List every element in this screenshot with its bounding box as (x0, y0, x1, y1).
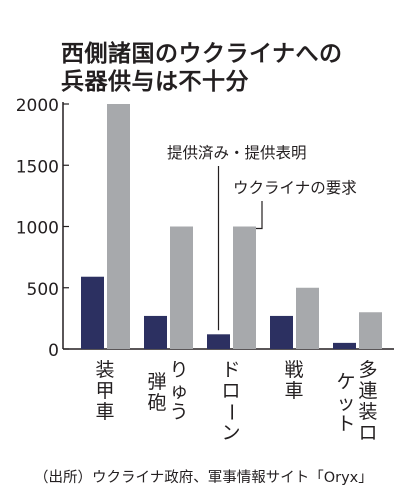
x-tick-label: ト (336, 413, 355, 435)
y-tick-label: 2000 (16, 96, 59, 116)
chart-title-line-1: 西側諸国のウクライナへの (61, 41, 343, 67)
x-tick-label: ロ (358, 422, 377, 444)
y-tick-label: 0 (48, 341, 59, 361)
x-tick-label: 弾 (147, 371, 166, 393)
y-tick-label: 1500 (16, 157, 59, 177)
x-tick-label: ッ (336, 392, 355, 414)
x-tick-label: 砲 (147, 392, 166, 414)
bar-provided (144, 315, 167, 349)
bar-requested (296, 287, 319, 349)
bar-requested (359, 312, 382, 349)
y-tick-label: 500 (27, 280, 59, 300)
chart-title-line-2: 兵器供与は不十分 (61, 69, 249, 95)
x-tick-label: う (169, 401, 188, 423)
annotation-requested-leader (256, 201, 263, 230)
bar-provided (207, 334, 230, 349)
bar-requested (107, 104, 130, 349)
x-tick-label: ン (221, 422, 240, 444)
x-tick-label: 甲 (95, 380, 114, 402)
x-tick-label: ー (220, 402, 242, 421)
source-note: （出所）ウクライナ政府、軍事情報サイト「Oryx」 (34, 470, 373, 486)
x-tick-label: 車 (284, 380, 303, 402)
bar-requested (233, 226, 256, 349)
x-tick-label: 連 (358, 380, 377, 402)
annotation-provided: 提供済み・提供表明 (167, 144, 307, 162)
x-tick-label: 多 (358, 359, 377, 381)
x-tick-label: ド (221, 359, 240, 381)
bar-requested (170, 226, 193, 349)
x-tick-label: 装 (95, 359, 114, 381)
x-tick-label: ロ (221, 380, 240, 402)
x-tick-label: ケ (336, 371, 355, 393)
x-tick-label: 戦 (284, 359, 303, 381)
y-tick-label: 1000 (16, 219, 59, 239)
x-tick-label: り (169, 359, 188, 381)
bar-provided (270, 315, 293, 349)
x-tick-label: 車 (95, 401, 114, 423)
bar-provided (81, 276, 104, 349)
x-tick-label: 装 (358, 401, 377, 423)
annotation-requested: ウクライナの要求 (233, 179, 357, 197)
x-tick-label: ゅ (169, 380, 188, 402)
bar-provided (333, 342, 356, 349)
